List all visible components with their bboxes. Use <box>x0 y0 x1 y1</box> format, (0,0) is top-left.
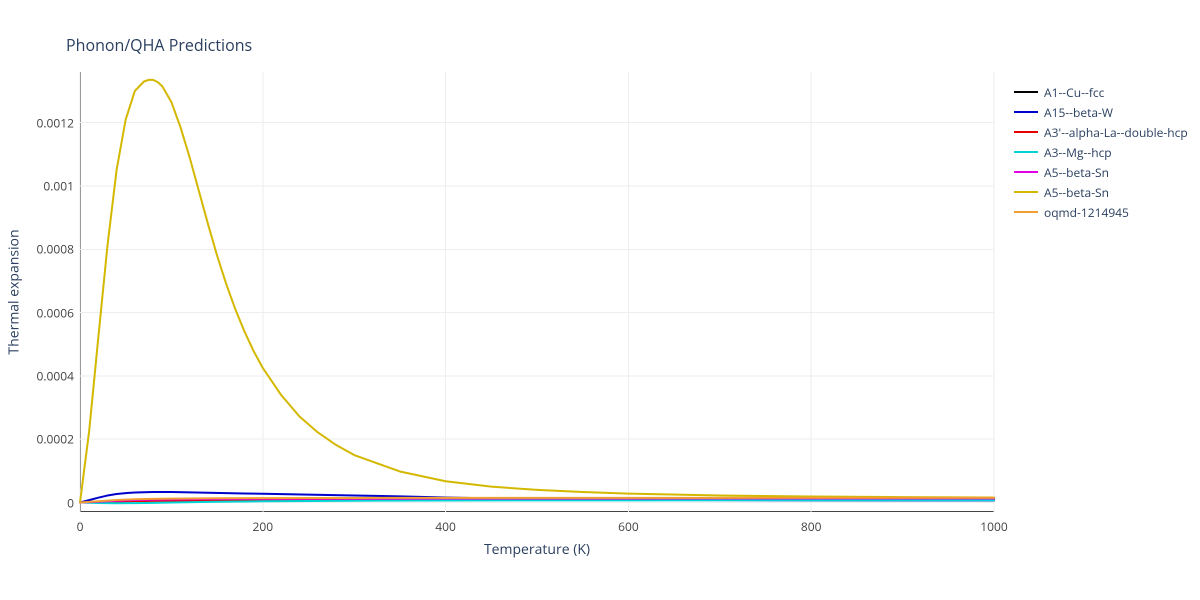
legend-swatch-icon <box>1014 131 1038 133</box>
legend-swatch-icon <box>1014 91 1038 93</box>
x-axis-label: Temperature (K) <box>484 540 590 559</box>
legend-item-5[interactable]: A5--beta-Sn <box>1014 182 1188 202</box>
x-tick: 200 <box>253 518 274 535</box>
y-tick: 0.0008 <box>14 241 74 258</box>
legend-label: oqmd-1214945 <box>1044 204 1129 221</box>
y-tick: 0.001 <box>14 177 74 194</box>
series-group <box>80 80 994 503</box>
legend-swatch-icon <box>1014 151 1038 153</box>
legend-item-6[interactable]: oqmd-1214945 <box>1014 202 1188 222</box>
legend-swatch-icon <box>1014 191 1038 193</box>
legend-label: A3'--alpha-La--double-hcp <box>1044 124 1188 141</box>
legend-label: A1--Cu--fcc <box>1044 84 1104 101</box>
y-tick: 0.0006 <box>14 304 74 321</box>
chart-container: Phonon/QHA Predictions Temperature (K) T… <box>0 0 1200 600</box>
legend-swatch-icon <box>1014 171 1038 173</box>
x-tick: 600 <box>618 518 639 535</box>
y-tick: 0.0004 <box>14 367 74 384</box>
y-tick: 0 <box>14 494 74 511</box>
legend-label: A5--beta-Sn <box>1044 164 1109 181</box>
legend-item-1[interactable]: A15--beta-W <box>1014 102 1188 122</box>
legend-item-0[interactable]: A1--Cu--fcc <box>1014 82 1188 102</box>
legend: A1--Cu--fcc A15--beta-W A3'--alpha-La--dou… <box>1014 82 1188 222</box>
x-tick: 0 <box>77 518 84 535</box>
gridlines <box>80 72 994 512</box>
x-tick: 400 <box>435 518 456 535</box>
legend-item-2[interactable]: A3'--alpha-La--double-hcp <box>1014 122 1188 142</box>
y-tick: 0.0002 <box>14 431 74 448</box>
legend-label: A15--beta-W <box>1044 104 1113 121</box>
y-tick: 0.0012 <box>14 114 74 131</box>
chart-svg <box>80 72 994 512</box>
legend-item-4[interactable]: A5--beta-Sn <box>1014 162 1188 182</box>
legend-label: A3--Mg--hcp <box>1044 144 1112 161</box>
legend-label: A5--beta-Sn <box>1044 184 1109 201</box>
legend-item-3[interactable]: A3--Mg--hcp <box>1014 142 1188 162</box>
chart-title: Phonon/QHA Predictions <box>66 34 252 56</box>
x-tick: 800 <box>801 518 822 535</box>
legend-swatch-icon <box>1014 211 1038 213</box>
x-tick: 1000 <box>980 518 1007 535</box>
legend-swatch-icon <box>1014 111 1038 113</box>
